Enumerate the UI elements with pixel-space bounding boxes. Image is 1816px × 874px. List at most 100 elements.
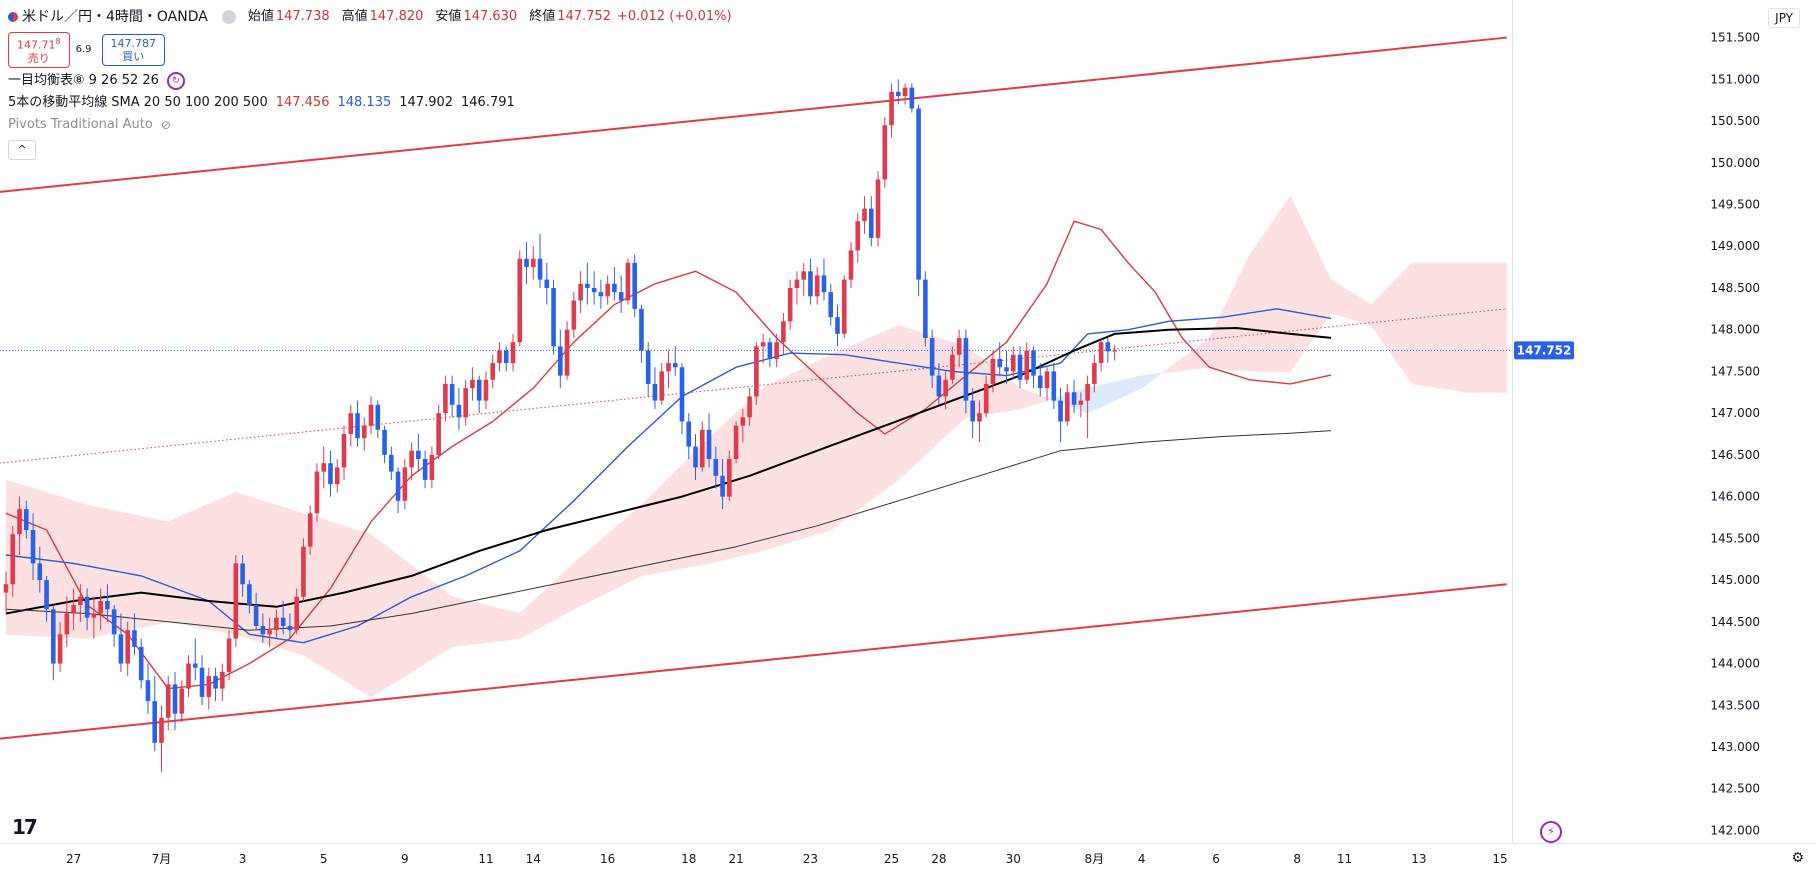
lightning-icon[interactable]: ⚡ [1540, 821, 1562, 843]
cloud-segment [1110, 381, 1115, 403]
candle-body [733, 425, 739, 460]
candle-body [639, 308, 644, 351]
candle-body [625, 262, 631, 301]
candle-body [416, 450, 421, 460]
time-tick-label: 30 [1006, 852, 1021, 866]
indicator-pivots[interactable]: Pivots Traditional Auto ⊘ [8, 116, 732, 134]
candle [436, 404, 441, 460]
cloud-segment [1435, 262, 1440, 389]
cloud-segment [124, 512, 128, 632]
candle-body [334, 467, 340, 485]
cloud-segment [478, 603, 483, 644]
close-label: 終値 [529, 9, 556, 24]
candle-body [192, 663, 198, 668]
cloud-segment [174, 516, 179, 625]
candle [754, 342, 759, 405]
cloud-segment [840, 348, 845, 524]
sell-button[interactable]: 147.718 売り [8, 32, 70, 68]
sma50-line [5, 308, 1332, 644]
cloud-segment [1036, 393, 1041, 405]
time-tick-label: 4 [1138, 852, 1146, 866]
cloud-segment [1269, 219, 1274, 372]
symbol-title[interactable]: 米ドル／円・4時間・OANDA [22, 9, 208, 25]
eye-off-icon[interactable]: ⊘ [160, 117, 171, 132]
cloud-segment [184, 512, 189, 626]
candle [57, 621, 63, 672]
cloud-segment [228, 493, 233, 635]
cloud-segment [536, 594, 541, 630]
gear-icon[interactable]: ⚙ [1791, 850, 1804, 866]
candle-body [1004, 367, 1009, 372]
candle [389, 446, 394, 480]
cloud-segment [1374, 296, 1379, 337]
candle-body [808, 271, 813, 297]
cloud-segment [884, 329, 889, 491]
cloud-segment [587, 548, 592, 604]
cloud-segment [1357, 295, 1362, 323]
candle-body [37, 563, 43, 581]
candle [835, 304, 840, 347]
cloud-segment [83, 503, 88, 639]
cloud-segment [211, 500, 216, 631]
time-axis[interactable]: 27 7月 3 5 9 11 14 16 18 21 23 25 28 30 8月 4 6 8 11 13 15 [0, 843, 1816, 874]
candle [517, 250, 523, 347]
cloud-segment [1415, 262, 1420, 386]
cloud-segment [1158, 372, 1164, 377]
cloud-segment [779, 377, 784, 547]
cloud-segment [793, 370, 798, 542]
cloud-segment [1229, 289, 1234, 371]
indicator-ichimoku[interactable]: 一目均衡表⑧ 9 26 52 26 ↻ [8, 71, 732, 90]
candle [145, 663, 151, 714]
cloud-segment [1094, 385, 1099, 411]
candle [950, 346, 955, 384]
cloud-segment [627, 513, 632, 584]
cloud-segment [407, 562, 412, 675]
cloud-segment [1127, 377, 1132, 395]
candle [382, 425, 387, 464]
candle [429, 446, 435, 489]
cloud-segment [1401, 269, 1406, 376]
candle-body [666, 363, 671, 372]
candle-body [727, 459, 732, 497]
cloud-segment [1367, 302, 1372, 326]
cloud-segment [691, 450, 696, 567]
sell-label: 売り [27, 51, 50, 65]
cloud-segment [742, 403, 747, 556]
cloud-segment [1239, 268, 1244, 372]
candle-body [226, 638, 232, 672]
cloud-segment [624, 515, 629, 585]
cloud-segment [367, 532, 372, 698]
candle-body [1065, 392, 1070, 422]
cloud-segment [1276, 209, 1281, 372]
cloud-segment [86, 504, 91, 639]
candle [666, 350, 671, 389]
candle [632, 254, 637, 318]
buy-button[interactable]: 147.787 買い [101, 33, 165, 66]
candle [1044, 367, 1050, 401]
price-axis[interactable]: 142.000 142.500 143.000 143.500 144.000 144.5… [1512, 0, 1816, 874]
indicator-sma[interactable]: 5本の移動平均線 SMA 20 50 100 200 500 147.456 1… [8, 94, 732, 112]
cloud-segment [161, 519, 166, 624]
candle-body [483, 379, 489, 401]
hide-toggle-icon[interactable] [221, 10, 236, 24]
cloud-segment [461, 598, 466, 646]
tradingview-logo[interactable]: 17 [12, 815, 38, 839]
candlesticks [3, 79, 1117, 773]
candle [916, 104, 921, 297]
low-label: 安値 [435, 9, 462, 24]
cloud-segment [1016, 384, 1021, 410]
currency-button[interactable]: JPY [1768, 8, 1800, 28]
candle-body [767, 342, 773, 359]
cloud-segment [1428, 262, 1433, 388]
cloud-segment [431, 580, 436, 660]
cloud-segment [1222, 303, 1227, 370]
cloud-segment [776, 379, 781, 548]
cloud-segment [482, 603, 487, 644]
refresh-icon[interactable]: ↻ [166, 71, 185, 90]
candle-body [301, 546, 306, 597]
candle [585, 262, 590, 305]
sma500-value: 146.791 [461, 94, 515, 110]
collapse-legend-button[interactable]: ^ [8, 139, 36, 160]
sma-label: 5本の移動平均線 [8, 94, 108, 110]
